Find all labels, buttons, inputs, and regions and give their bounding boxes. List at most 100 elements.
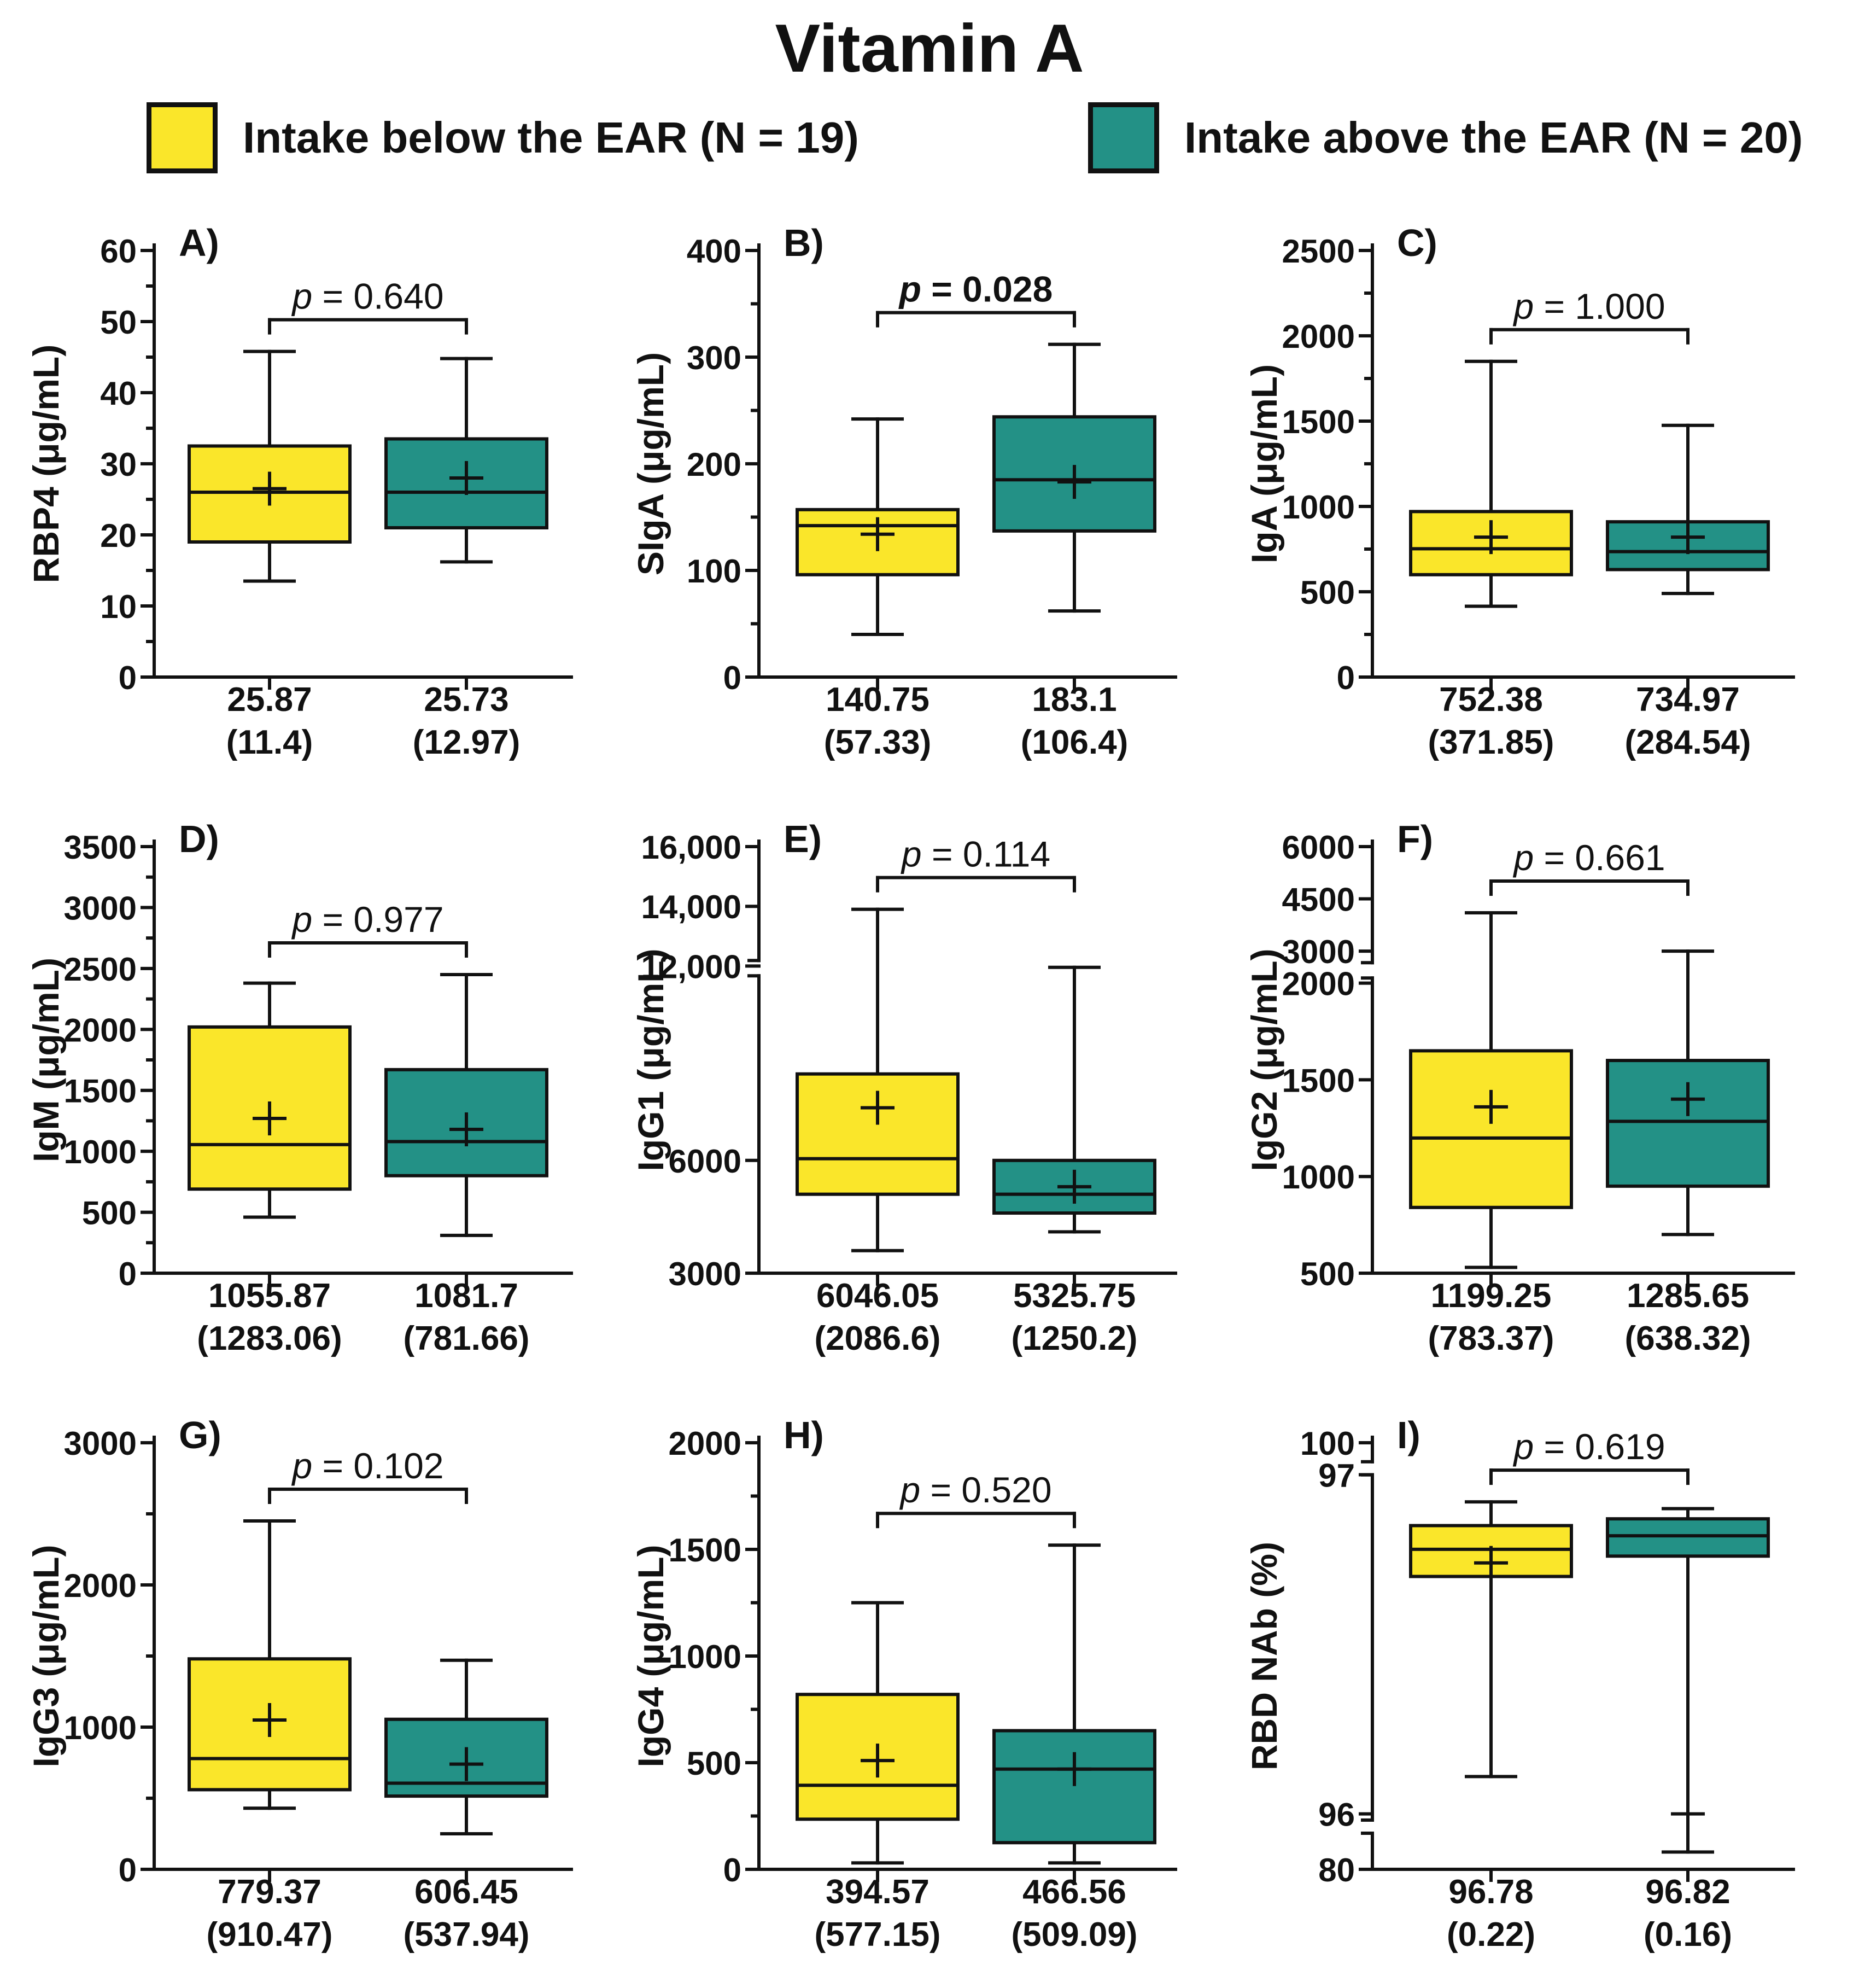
y-tick-label: 1500 — [1282, 1062, 1355, 1099]
iqr-value-label: (106.4) — [1021, 724, 1128, 761]
p-symbol: p — [899, 1470, 920, 1510]
iqr-value-label: (12.97) — [413, 724, 520, 761]
median-value-label: 25.73 — [424, 681, 508, 719]
box-above — [384, 1658, 548, 1835]
iqr-value-label: (910.47) — [207, 1916, 333, 1954]
iqr-box — [796, 1693, 960, 1821]
panel-letter: D) — [179, 818, 219, 860]
y-tick-label: 1000 — [1282, 1159, 1355, 1196]
p-value: = 0.640 — [312, 276, 443, 317]
iqr-box — [1606, 1517, 1770, 1558]
iqr-value-label: (1250.2) — [1012, 1320, 1138, 1357]
panel-letter: G) — [179, 1414, 221, 1456]
box-below — [796, 907, 960, 1252]
main-title: Vitamin A — [775, 11, 1084, 86]
y-tick-label: 30 — [100, 446, 137, 483]
median-value-label: 1055.87 — [208, 1277, 331, 1315]
iqr-value-label: (2086.6) — [815, 1320, 941, 1357]
y-tick-label: 0 — [723, 1852, 741, 1888]
iqr-value-label: (57.33) — [824, 724, 931, 761]
iqr-value-label: (371.85) — [1428, 724, 1554, 761]
box-above — [384, 973, 548, 1237]
box-above — [992, 965, 1156, 1234]
y-tick-label: 1500 — [1282, 404, 1355, 440]
y-tick-label: 500 — [1300, 574, 1355, 611]
chart-panel-c: 0 500 1000 1500 2000 2500 IgA (μg/mL) C) 752.38 (… — [1244, 221, 1795, 761]
y-tick-label: 0 — [119, 1852, 137, 1888]
y-tick-label: 300 — [687, 340, 741, 376]
y-tick-label: 10 — [100, 588, 137, 625]
p-value: = 0.619 — [1534, 1426, 1665, 1467]
y-tick-label: 60 — [100, 233, 137, 270]
iqr-value-label: (0.16) — [1644, 1916, 1732, 1954]
box-above — [384, 357, 548, 564]
y-tick-label: 0 — [119, 1256, 137, 1292]
panel-letter: H) — [784, 1414, 824, 1456]
median-value-label: 96.78 — [1448, 1873, 1533, 1911]
y-tick-label: 20 — [100, 517, 137, 554]
p-value: = 0.977 — [312, 899, 443, 940]
p-symbol: p — [291, 899, 312, 940]
y-tick-label: 200 — [687, 446, 741, 483]
iqr-value-label: (781.66) — [404, 1320, 530, 1357]
y-tick-label: 14,000 — [641, 889, 741, 925]
iqr-value-label: (638.32) — [1625, 1320, 1751, 1357]
p-value-label: p = 0.619 — [1512, 1426, 1665, 1467]
median-value-label: 779.37 — [218, 1873, 321, 1911]
box-below — [188, 349, 352, 583]
p-value: = 1.000 — [1534, 286, 1665, 327]
iqr-box — [992, 1729, 1156, 1845]
y-tick-label: 3000 — [1282, 934, 1355, 970]
y-tick-label: 400 — [687, 233, 741, 270]
panel-letter: C) — [1397, 221, 1437, 264]
y-tick-label: 96 — [1318, 1797, 1355, 1833]
chart-panel-b: 0 100 200 300 400 SIgA (μg/mL) B) 140.75 (57.33)… — [630, 221, 1177, 761]
p-value: = 0.102 — [312, 1445, 443, 1486]
median-value-label: 606.45 — [414, 1873, 518, 1911]
median-value-label: 183.1 — [1032, 681, 1116, 719]
p-value-label: p = 0.661 — [1512, 837, 1665, 878]
y-tick-label: 100 — [687, 553, 741, 590]
p-value-label: p = 0.028 — [898, 269, 1053, 310]
y-tick-label: 1500 — [64, 1073, 137, 1110]
y-tick-label: 0 — [119, 660, 137, 696]
legend-swatch-above — [1088, 102, 1159, 173]
median-value-label: 6046.05 — [816, 1277, 939, 1315]
y-axis-label: IgG4 (μg/mL) — [630, 1544, 671, 1767]
iqr-value-label: (577.15) — [815, 1916, 941, 1954]
legend-label-above: Intake above the EAR (N = 20) — [1184, 113, 1803, 162]
median-value-label: 752.38 — [1439, 681, 1543, 719]
iqr-value-label: (0.22) — [1447, 1916, 1535, 1954]
median-value-label: 394.57 — [826, 1873, 930, 1911]
y-tick-label: 1000 — [669, 1639, 741, 1675]
p-value-label: p = 0.977 — [291, 899, 443, 940]
y-axis-label: RBD NAb (%) — [1244, 1542, 1284, 1770]
y-tick-label: 3000 — [64, 890, 137, 926]
y-tick-label: 2000 — [64, 1567, 137, 1604]
y-axis-label: IgA (μg/mL) — [1244, 364, 1284, 563]
p-value-label: p = 0.520 — [899, 1470, 1051, 1510]
median-value-label: 140.75 — [826, 681, 930, 719]
y-axis-label: IgG1 (μg/mL) — [630, 948, 671, 1171]
y-axis-label: IgG2 (μg/mL) — [1244, 948, 1284, 1171]
p-value: = 0.114 — [922, 834, 1050, 875]
iqr-value-label: (509.09) — [1012, 1916, 1138, 1954]
legend-label-below: Intake below the EAR (N = 19) — [243, 113, 859, 162]
y-tick-label: 3000 — [669, 1256, 741, 1292]
box-above — [1606, 423, 1770, 596]
y-tick-label: 1000 — [64, 1134, 137, 1170]
y-tick-label: 12,000 — [641, 948, 741, 985]
y-tick-label: 2500 — [64, 951, 137, 988]
y-tick-label: 2500 — [1282, 233, 1355, 270]
chart-panel-a: 0 10 20 30 40 50 60 RBP4 (μg/mL) A) 25.87 (11.4) 25… — [26, 221, 573, 761]
box-below — [188, 981, 352, 1219]
box-below — [188, 1519, 352, 1810]
panel-letter: E) — [784, 818, 822, 860]
iqr-box — [992, 1158, 1156, 1215]
p-symbol: p — [1512, 286, 1534, 327]
chart-panel-g: 0 1000 2000 3000 IgG3 (μg/mL) G) 779.37 (910.47… — [26, 1414, 573, 1954]
iqr-value-label: (284.54) — [1625, 724, 1751, 761]
median-value-label: 1199.25 — [1431, 1277, 1552, 1315]
panel-letter: A) — [179, 221, 219, 264]
